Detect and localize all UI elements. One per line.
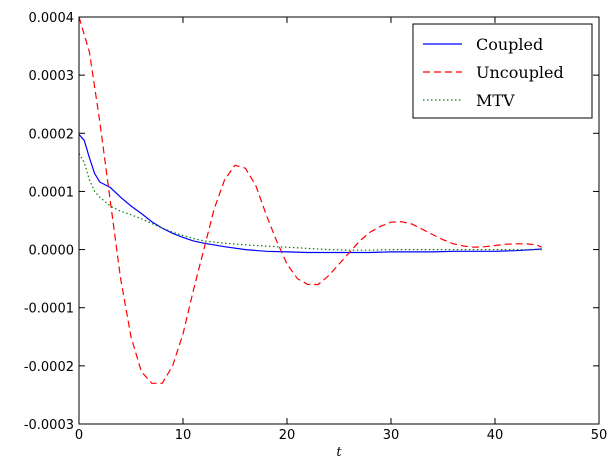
x-tick-label: 30 [383, 428, 400, 443]
x-tick-label: 10 [175, 428, 192, 443]
y-tick-label: -0.0003 [24, 418, 74, 433]
y-tick-label: -0.0002 [24, 360, 74, 375]
tick-labels-layer: 0 10 20 30 40 50 -0.0003 -0.0002 -0.0001 0.0000 0.… [24, 11, 607, 443]
plot-frame [78, 16, 600, 425]
legend-frame [412, 23, 593, 119]
y-tick-label: 0.0003 [29, 69, 75, 84]
x-tick-label: 50 [591, 428, 608, 443]
x-tick-label: 20 [279, 428, 296, 443]
legend-label-mtv: MTV [476, 91, 515, 110]
y-tick-label: -0.0001 [24, 302, 74, 317]
ticks-layer [78, 16, 600, 425]
y-tick-label: 0.0002 [29, 127, 75, 142]
x-axis-label: t [336, 445, 342, 458]
series-layer [78, 16, 543, 384]
y-tick-label: 0.0001 [29, 185, 75, 200]
x-tick-label: 40 [487, 428, 504, 443]
y-tick-label: 0.0000 [29, 244, 75, 259]
legend: Coupled Uncoupled MTV [412, 23, 593, 119]
x-tick-label: 0 [75, 428, 83, 443]
y-tick-label: 0.0004 [29, 11, 75, 26]
series-line-coupled [78, 134, 542, 254]
legend-label-uncoupled: Uncoupled [476, 63, 564, 82]
legend-entries: Coupled Uncoupled MTV [423, 35, 564, 110]
legend-label-coupled: Coupled [476, 35, 543, 54]
